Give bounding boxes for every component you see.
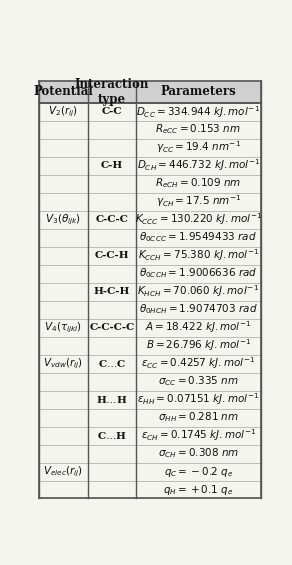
Text: $V_{elec}(r_{ij})$: $V_{elec}(r_{ij})$ bbox=[43, 464, 83, 479]
Text: $V_{vdw}(r_{ij})$: $V_{vdw}(r_{ij})$ bbox=[43, 357, 83, 371]
Text: $\gamma_{CH} = 17.5\ nm^{-1}$: $\gamma_{CH} = 17.5\ nm^{-1}$ bbox=[156, 194, 241, 210]
Text: $B = 26.796\ kJ.mol^{-1}$: $B = 26.796\ kJ.mol^{-1}$ bbox=[146, 338, 251, 354]
Text: $\theta_{0CCC} = 1.9549433\ rad$: $\theta_{0CCC} = 1.9549433\ rad$ bbox=[140, 231, 258, 245]
Text: $D_{CC} = 334.944\ kJ.mol^{-1}$: $D_{CC} = 334.944\ kJ.mol^{-1}$ bbox=[136, 104, 260, 120]
Text: $K_{HCH} = 70.060\ kJ.mol^{-1}$: $K_{HCH} = 70.060\ kJ.mol^{-1}$ bbox=[138, 284, 260, 299]
Text: $K_{CCC} = 130.220\ kJ.mol^{-1}$: $K_{CCC} = 130.220\ kJ.mol^{-1}$ bbox=[135, 212, 262, 228]
Text: $A = 18.422\ kJ.mol^{-1}$: $A = 18.422\ kJ.mol^{-1}$ bbox=[145, 320, 252, 336]
Text: $V_2(r_{ij})$: $V_2(r_{ij})$ bbox=[48, 105, 78, 119]
Text: $q_C = -0.2\ q_e$: $q_C = -0.2\ q_e$ bbox=[164, 464, 233, 479]
Text: Interaction
type: Interaction type bbox=[75, 78, 149, 106]
Text: $\varepsilon_{CC} = 0.4257\ kJ.mol^{-1}$: $\varepsilon_{CC} = 0.4257\ kJ.mol^{-1}$ bbox=[141, 355, 256, 371]
Text: C-C-C: C-C-C bbox=[95, 215, 128, 224]
Text: $\sigma_{CH} = 0.308\ nm$: $\sigma_{CH} = 0.308\ nm$ bbox=[158, 446, 239, 460]
Text: C$\ldots$H: C$\ldots$H bbox=[97, 430, 127, 441]
Text: $\theta_{0HCH} = 1.9074703\ rad$: $\theta_{0HCH} = 1.9074703\ rad$ bbox=[139, 303, 258, 316]
Text: $q_H = +0.1\ q_e$: $q_H = +0.1\ q_e$ bbox=[163, 483, 234, 497]
Text: $D_{CH} = 446.732\ kJ.mol^{-1}$: $D_{CH} = 446.732\ kJ.mol^{-1}$ bbox=[137, 158, 260, 173]
Text: $K_{CCH} = 75.380\ kJ.mol^{-1}$: $K_{CCH} = 75.380\ kJ.mol^{-1}$ bbox=[138, 247, 259, 263]
Text: $\gamma_{CC} = 19.4\ nm^{-1}$: $\gamma_{CC} = 19.4\ nm^{-1}$ bbox=[156, 140, 241, 155]
Text: H-C-H: H-C-H bbox=[94, 287, 130, 296]
Text: C-C-H: C-C-H bbox=[95, 251, 129, 260]
Text: C-H: C-H bbox=[101, 161, 123, 170]
Bar bbox=[39, 81, 260, 103]
Text: $\theta_{0CCH} = 1.9006636\ rad$: $\theta_{0CCH} = 1.9006636\ rad$ bbox=[139, 267, 258, 280]
Text: C-C-C-C: C-C-C-C bbox=[89, 323, 135, 332]
Text: $\sigma_{CC} = 0.335\ nm$: $\sigma_{CC} = 0.335\ nm$ bbox=[158, 375, 239, 388]
Text: $\sigma_{HH} = 0.281\ nm$: $\sigma_{HH} = 0.281\ nm$ bbox=[158, 411, 239, 424]
Text: Parameters: Parameters bbox=[161, 85, 236, 98]
Text: $\varepsilon_{HH} = 0.07151\ kJ.mol^{-1}$: $\varepsilon_{HH} = 0.07151\ kJ.mol^{-1}… bbox=[137, 392, 260, 407]
Text: $R_{eCH} = 0.109\ nm$: $R_{eCH} = 0.109\ nm$ bbox=[155, 177, 241, 190]
Text: $V_3(\theta_{ijk})$: $V_3(\theta_{ijk})$ bbox=[45, 212, 81, 227]
Text: $R_{eCC} = 0.153\ nm$: $R_{eCC} = 0.153\ nm$ bbox=[156, 123, 241, 137]
Text: C$\ldots$C: C$\ldots$C bbox=[98, 358, 126, 369]
Text: H$\ldots$H: H$\ldots$H bbox=[96, 394, 128, 405]
Text: Potential: Potential bbox=[33, 85, 93, 98]
Text: C-C: C-C bbox=[102, 107, 122, 116]
Text: $\varepsilon_{CH} = 0.1745\ kJ.mol^{-1}$: $\varepsilon_{CH} = 0.1745\ kJ.mol^{-1}$ bbox=[141, 428, 256, 444]
Text: $V_4(\tau_{ijkl})$: $V_4(\tau_{ijkl})$ bbox=[44, 320, 82, 334]
